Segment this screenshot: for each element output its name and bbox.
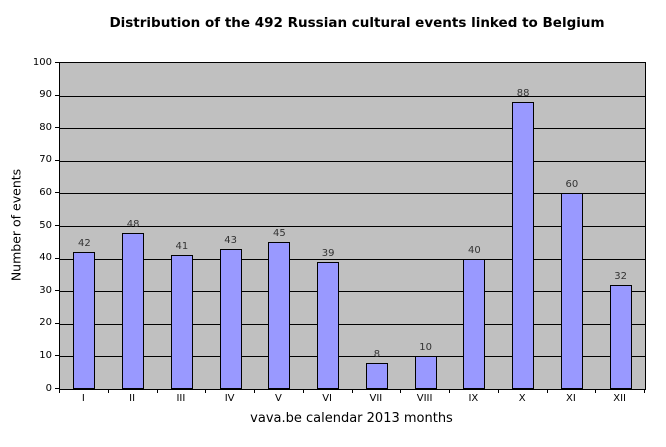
bar-IX [463,259,485,389]
gridline-80 [60,128,645,130]
bar-value-label: 41 [175,241,189,252]
bar-value-label: 43 [224,235,237,246]
gridline-20 [60,323,645,325]
gridline-50 [60,226,645,227]
x-tick-label: III [176,393,186,404]
bar-value-label: 45 [273,228,286,239]
x-tick-mark [108,389,109,393]
y-tick-label: 70 [39,154,52,166]
x-tick-label: X [518,393,526,404]
bar-value-label: 8 [373,349,381,360]
chart-title: Distribution of the 492 Russian cultural… [109,15,605,31]
y-tick-mark [55,192,59,194]
gridline-60 [60,193,645,195]
x-tick-label: I [81,393,85,404]
x-tick-mark [352,389,353,393]
bar-value-label: 42 [78,238,91,249]
bar-X [512,102,534,389]
bar-I [73,252,95,389]
y-tick-label: 80 [39,121,52,133]
gridline-70 [60,160,645,162]
bar-value-label: 32 [614,271,627,282]
y-tick-mark [55,257,59,259]
y-tick-label: 10 [39,349,52,361]
y-tick-label: 30 [39,284,52,296]
x-tick-mark [254,389,255,393]
y-tick-mark [55,290,59,292]
y-tick-mark [55,322,59,324]
x-tick-mark [498,389,499,393]
x-tick-label: XI [565,393,576,404]
gridline-30 [60,291,645,293]
y-tick-mark [55,225,59,226]
bar-value-label: 60 [565,179,579,190]
x-tick-mark [205,389,206,393]
bar-III [171,255,193,389]
bar-VI [317,262,339,389]
x-axis-title: vava.be calendar 2013 months [250,411,453,426]
bar-value-label: 88 [516,88,530,99]
y-tick-mark [55,94,59,96]
x-tick-label: XII [613,393,626,404]
y-tick-mark [55,355,59,357]
bar-VIII [415,356,437,389]
x-tick-mark [595,389,596,393]
gridline-90 [60,95,645,97]
y-tick-label: 40 [39,252,52,264]
x-tick-mark [303,389,304,393]
y-tick-label: 100 [32,56,52,68]
x-tick-label: VI [322,393,333,404]
y-tick-mark [55,388,59,389]
bar-II [122,233,144,389]
x-tick-label: IX [468,393,479,404]
x-tick-mark [157,389,158,393]
y-tick-label: 20 [39,317,52,329]
x-tick-mark [59,389,60,393]
bar-value-label: 48 [126,219,140,230]
x-tick-label: VIII [416,393,433,404]
bar-VII [366,363,388,389]
y-tick-label: 90 [39,89,52,101]
x-tick-mark [547,389,548,393]
y-tick-label: 50 [39,219,52,231]
x-tick-mark [400,389,401,393]
y-tick-mark [55,62,59,63]
bar-XI [561,193,583,389]
bar-value-label: 40 [468,245,481,256]
x-tick-label: IV [224,393,235,404]
gridline-10 [60,356,645,358]
bar-value-label: 10 [419,342,432,353]
y-tick-label: 60 [39,186,52,198]
y-tick-label: 0 [45,382,52,394]
x-tick-mark [449,389,450,393]
x-tick-mark [644,389,645,393]
gridline-40 [60,258,645,260]
y-tick-mark [55,159,59,161]
plot-area: 42 48 41 43 45 39 8 10 40 88 60 32 [59,62,646,390]
x-tick-label: II [129,393,136,404]
bar-XII [610,285,632,389]
bar-IV [220,249,242,389]
bar-V [268,242,290,389]
y-tick-mark [55,127,59,129]
x-tick-label: V [274,393,282,404]
x-tick-label: VII [369,393,383,404]
bar-value-label: 39 [321,248,335,259]
